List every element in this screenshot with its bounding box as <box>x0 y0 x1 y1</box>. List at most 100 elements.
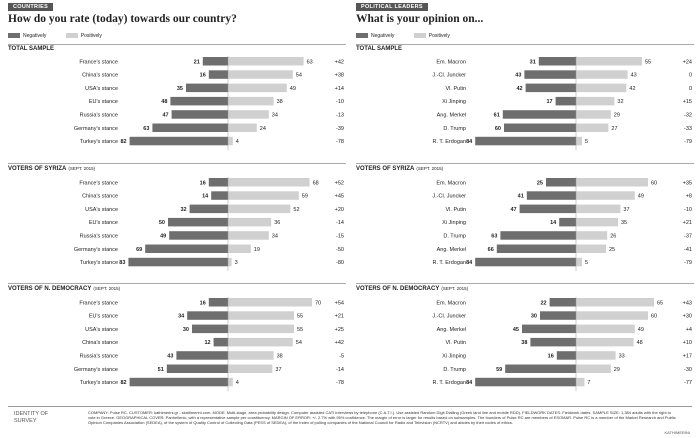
legend-positive-label: Positively <box>80 33 102 39</box>
negative-value-label: 43 <box>515 73 521 79</box>
negative-bar <box>496 244 576 253</box>
negative-value-label: 45 <box>513 327 519 333</box>
negative-bar <box>559 217 576 227</box>
positive-bar <box>228 244 251 253</box>
positive-bar <box>576 298 654 307</box>
negative-value-label: 43 <box>167 353 173 359</box>
legend-negative-swatch <box>8 33 20 39</box>
category-label: D. Trump <box>443 367 466 373</box>
net-value-label: -79 <box>684 260 692 266</box>
positive-bar <box>228 191 299 200</box>
positive-value-label: 4 <box>236 139 239 145</box>
negative-bar <box>504 123 576 132</box>
positive-bar <box>228 377 233 387</box>
positive-bar <box>576 110 611 119</box>
negative-value-label: 83 <box>119 260 125 266</box>
negative-value-label: 14 <box>550 220 557 226</box>
negative-bar <box>187 311 228 320</box>
positive-bar <box>576 191 635 200</box>
positive-bar <box>228 70 293 79</box>
net-value-label: +25 <box>335 327 344 333</box>
negative-value-label: 63 <box>143 126 149 132</box>
net-value-label: -33 <box>684 126 692 132</box>
chart-row: Xi Jinping 14 35 +21 <box>442 217 692 227</box>
positive-bar <box>576 244 606 253</box>
section-divider <box>8 163 346 164</box>
positive-value-label: 7 <box>587 380 590 386</box>
section-title-text: TOTAL SAMPLE <box>8 46 55 52</box>
positive-value-label: 48 <box>637 340 643 346</box>
positive-value-label: 29 <box>614 112 620 118</box>
section-title: VOTERS OF N. DEMOCRACY (SEPT. 2015) <box>356 286 468 292</box>
category-label: Turkey's stance <box>80 260 118 266</box>
chart-row: Vl. Putin 47 37 -10 <box>446 204 692 214</box>
negative-value-label: 47 <box>162 112 168 118</box>
legend-positive-swatch <box>413 33 426 39</box>
net-value-label: +10 <box>683 340 692 346</box>
section-divider <box>356 163 694 164</box>
category-label: Germany's stance <box>74 247 118 253</box>
positive-bar <box>228 110 269 119</box>
chart-row: D. Trump 59 29 -30 <box>443 364 692 373</box>
negative-bar <box>208 70 228 79</box>
chart-row: Russia's stance 49 34 -15 <box>80 231 344 240</box>
legend-positive-swatch <box>65 33 78 39</box>
net-value-label: -14 <box>336 367 344 373</box>
section-title: VOTERS OF SYRIZA (SEPT. 2015) <box>356 166 443 172</box>
negative-bar <box>192 324 228 334</box>
negative-bar <box>128 257 228 267</box>
chart-row: Ang. Merkel 66 25 -41 <box>437 244 692 253</box>
negative-value-label: 50 <box>159 220 165 226</box>
negative-bar <box>129 377 228 387</box>
negative-bar <box>549 298 576 307</box>
positive-value-label: 4 <box>236 380 239 386</box>
section-date: (SEPT. 2015) <box>68 166 96 171</box>
chart-row: Em. Macron 31 55 +24 <box>436 57 692 66</box>
category-label: EU's stance <box>89 314 118 320</box>
chart-row: Turkey's stance 82 4 -78 <box>80 136 344 146</box>
chart-row: Vl. Putin 38 48 +10 <box>446 337 692 347</box>
net-value-label: -10 <box>336 99 344 105</box>
negative-value-label: 59 <box>496 367 502 373</box>
chart-leaders-syriza: Em. Macron 25 60 +35 J.-Cl. Juncker 41 49 +8 Vl.… <box>432 177 692 272</box>
section-title: VOTERS OF N. DEMOCRACY (SEPT. 2015) <box>8 286 120 292</box>
positive-bar <box>576 96 615 106</box>
section-divider <box>356 44 694 45</box>
chart-row: Germany's stance 63 24 -39 <box>74 123 344 132</box>
net-value-label: +15 <box>683 99 692 105</box>
positive-bar <box>228 231 269 240</box>
net-value-label: +4 <box>686 327 692 333</box>
net-value-label: +20 <box>335 207 344 213</box>
positive-bar <box>576 178 648 187</box>
net-value-label: 0 <box>689 86 692 92</box>
negative-bar <box>502 110 576 119</box>
category-label: Ang. Merkel <box>437 327 466 333</box>
negative-value-label: 16 <box>200 180 206 186</box>
chart-row: Turkey's stance 83 3 -80 <box>80 257 344 267</box>
negative-value-label: 25 <box>537 180 543 186</box>
section-date: (SEPT. 2015) <box>93 286 121 291</box>
category-label: Ang. Merkel <box>437 247 466 253</box>
positive-bar <box>576 324 635 334</box>
positive-bar <box>228 217 272 227</box>
positive-value-label: 60 <box>651 180 657 186</box>
negative-bar <box>522 324 576 334</box>
positive-value-label: 29 <box>614 367 620 373</box>
negative-bar <box>168 217 228 227</box>
negative-value-label: 61 <box>494 112 500 118</box>
negative-bar <box>475 377 576 387</box>
positive-value-label: 3 <box>235 260 238 266</box>
negative-bar <box>540 311 576 320</box>
positive-bar <box>228 57 304 66</box>
negative-bar <box>211 191 228 200</box>
category-label: Xi Jinping <box>442 220 466 226</box>
chart-row: D. Trump 60 27 -33 <box>443 123 692 132</box>
negative-bar <box>202 57 228 66</box>
net-value-label: +45 <box>335 194 344 200</box>
negative-bar <box>189 204 228 214</box>
chart-row: Xi Jinping 17 32 +15 <box>442 96 692 106</box>
negative-value-label: 82 <box>120 380 126 386</box>
panel-title: What is your opinion on... <box>356 13 484 25</box>
positive-value-label: 5 <box>585 139 588 145</box>
negative-value-label: 16 <box>548 353 554 359</box>
